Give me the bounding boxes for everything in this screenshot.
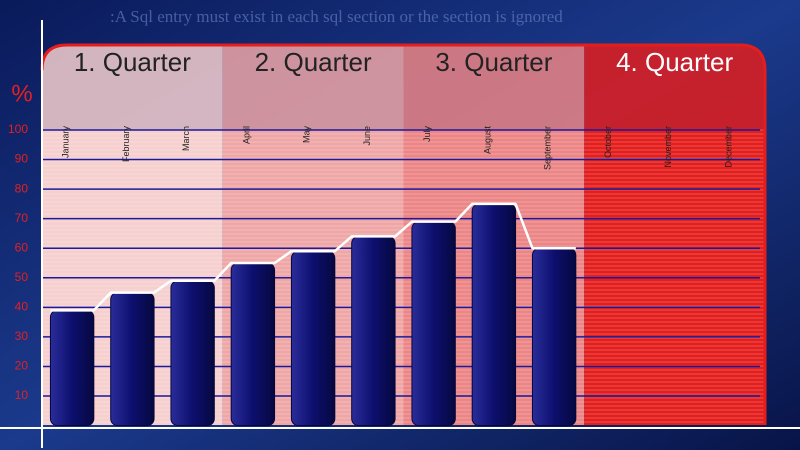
y-tick-label: 60 — [15, 240, 29, 254]
x-tick-label: June — [362, 126, 372, 146]
quarter-header — [42, 45, 223, 130]
y-tick-label: 100 — [8, 122, 28, 136]
x-tick-label: February — [121, 126, 131, 163]
trend-line — [50, 202, 576, 312]
bar — [471, 203, 517, 427]
background-text: :A Sql entry must exist in each sql sect… — [110, 7, 563, 26]
quarter-header — [403, 45, 585, 130]
quarter-header — [222, 45, 404, 130]
y-tick-label: 20 — [15, 359, 29, 373]
x-tick-label: January — [61, 126, 71, 159]
bar — [110, 292, 155, 427]
x-tick-label: March — [181, 126, 191, 151]
y-tick-label: 30 — [15, 329, 29, 343]
panel-border — [40, 43, 767, 425]
x-tick-label: August — [482, 126, 492, 155]
y-tick-label: 10 — [15, 388, 29, 402]
bar — [351, 235, 396, 427]
quarter-label: 2. Quarter — [255, 47, 372, 77]
y-axis-label: % — [11, 80, 32, 107]
quarter-label: 1. Quarter — [74, 47, 191, 77]
x-tick-label: December — [723, 126, 733, 168]
bar — [290, 250, 336, 427]
bar — [230, 262, 276, 427]
bar — [411, 221, 456, 427]
y-tick-label: 80 — [15, 181, 29, 195]
quarter-header — [584, 45, 765, 130]
y-tick-label: 50 — [15, 270, 29, 284]
bar — [531, 247, 577, 427]
x-tick-label: May — [302, 126, 312, 144]
quarter-label: 3. Quarter — [435, 47, 552, 77]
y-tick-label: 40 — [15, 300, 29, 314]
y-tick-label: 70 — [15, 211, 29, 225]
y-tick-label: 90 — [15, 152, 29, 166]
x-tick-label: November — [663, 126, 673, 168]
quarter-label: 4. Quarter — [616, 47, 733, 77]
x-tick-label: September — [543, 126, 553, 170]
bar — [170, 280, 215, 427]
x-tick-label: April — [241, 126, 251, 144]
x-tick-label: July — [422, 126, 432, 143]
x-tick-label: October — [603, 126, 613, 158]
bar — [49, 309, 95, 427]
